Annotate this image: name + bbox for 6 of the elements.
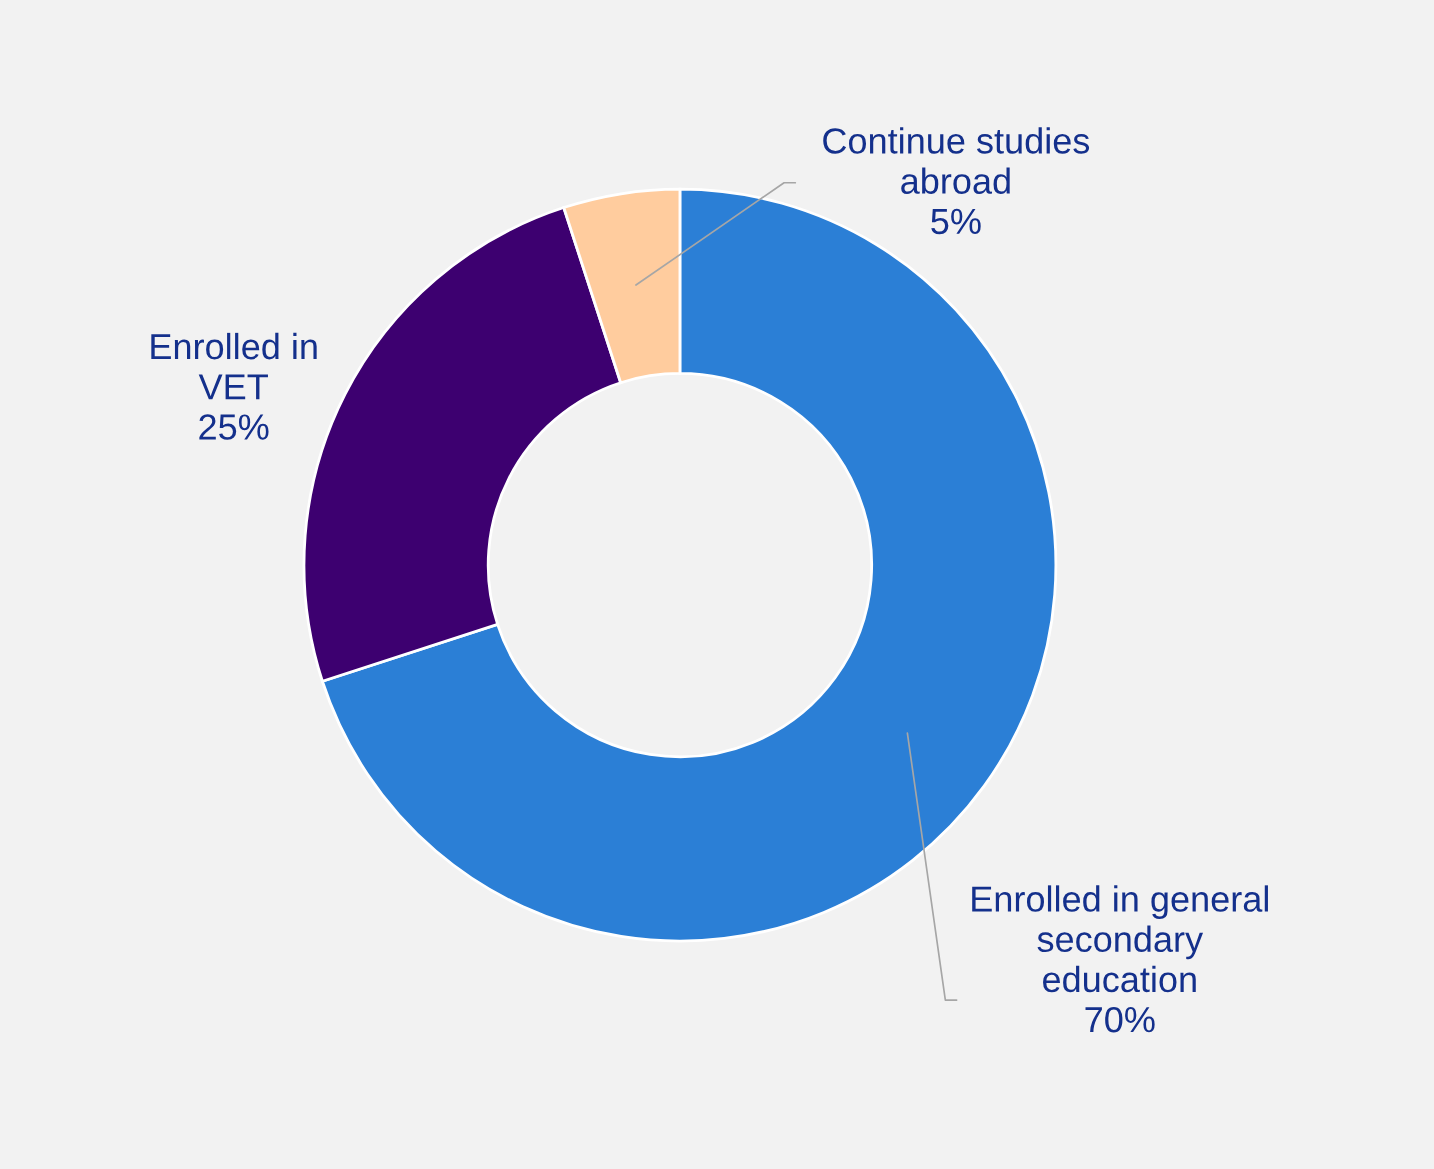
slice-label: Continue studies abroad <box>823 127 1090 194</box>
slice-label: Enrolled in VET <box>151 332 317 400</box>
data-label: 5% <box>931 208 981 235</box>
data-label: 25% <box>199 414 269 440</box>
data-label: 70% <box>1085 1006 1155 1033</box>
slice-label: Enrolled in general secondary education <box>972 885 1268 993</box>
